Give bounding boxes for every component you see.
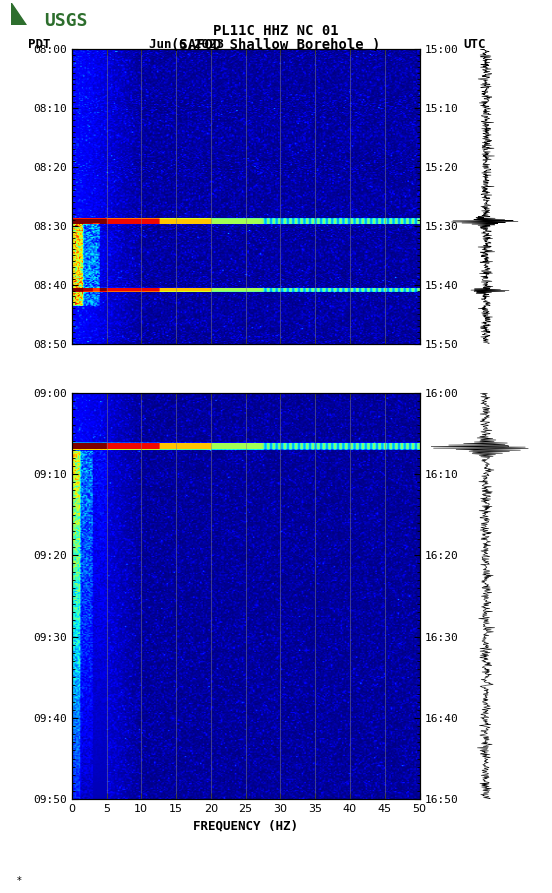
Text: Jun 6,2023: Jun 6,2023 <box>149 38 224 51</box>
Text: *: * <box>17 876 22 886</box>
X-axis label: FREQUENCY (HZ): FREQUENCY (HZ) <box>193 820 298 832</box>
Text: PL11C HHZ NC 01: PL11C HHZ NC 01 <box>213 24 339 38</box>
Text: UTC: UTC <box>464 38 486 51</box>
Text: PDT: PDT <box>28 38 50 51</box>
Text: (SAFOD Shallow Borehole ): (SAFOD Shallow Borehole ) <box>171 38 381 52</box>
Polygon shape <box>11 3 26 25</box>
Text: USGS: USGS <box>44 12 88 29</box>
